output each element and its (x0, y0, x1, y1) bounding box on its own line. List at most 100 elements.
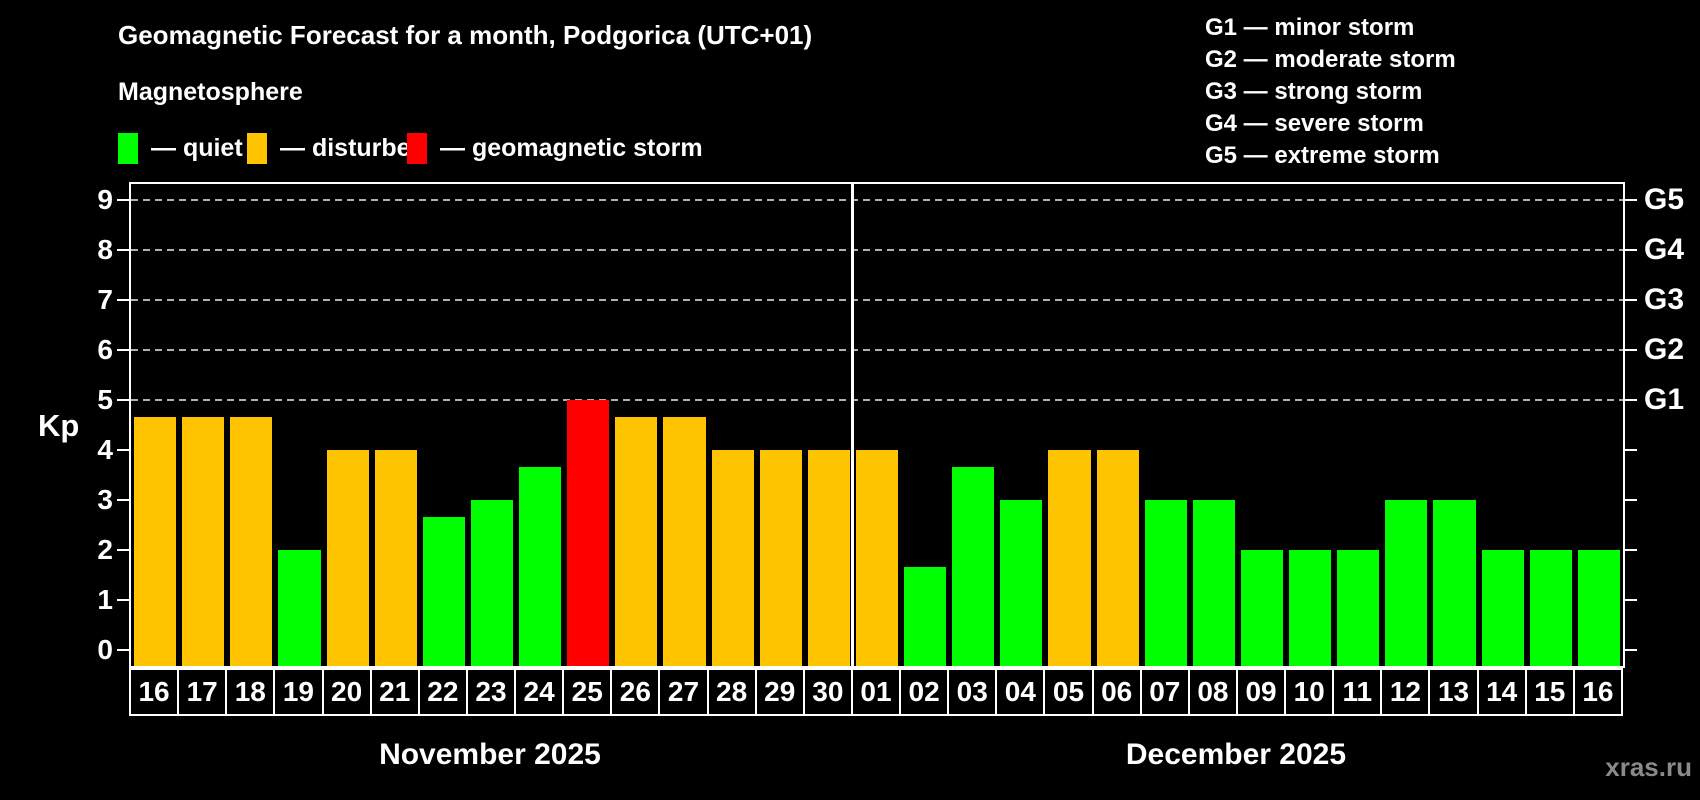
kp-bar-day-09 (1240, 550, 1284, 666)
kp-bar-day-25 (567, 400, 610, 666)
kp-bar-day-15 (1529, 550, 1572, 666)
watermark: xras.ru (1605, 752, 1692, 782)
g-level-label-g5: G5 (1644, 183, 1685, 216)
day-label-box: 17 (177, 668, 226, 716)
legend-item-storm: — geomagnetic storm (407, 133, 703, 164)
kp-bar-day-23 (470, 500, 514, 666)
kp-bar-day-20 (326, 450, 369, 666)
kp-bar-day-28 (711, 450, 754, 666)
right-axis-tick-3 (1625, 499, 1637, 501)
chart-title: Geomagnetic Forecast for a month, Podgor… (118, 20, 813, 50)
left-axis-tick-5 (117, 399, 129, 401)
kp-bar-day-08 (1192, 500, 1235, 666)
kp-bar-day-27 (663, 416, 706, 666)
y-tick-label-0: 0 (97, 634, 113, 665)
day-label-box: 05 (1043, 668, 1092, 716)
day-label-box: 26 (610, 668, 659, 716)
right-axis-tick-8 (1625, 249, 1637, 251)
day-label-box: 24 (514, 668, 563, 716)
month-label-december: December 2025 (1125, 738, 1347, 771)
day-label-box: 14 (1476, 668, 1525, 716)
y-tick-label-2: 2 (97, 534, 113, 565)
kp-bar-day-02 (904, 566, 947, 666)
day-label-box: 25 (562, 668, 611, 716)
kp-bar-day-07 (1144, 500, 1187, 666)
kp-bar-day-22 (422, 516, 465, 666)
gridline-kp5 (131, 399, 1623, 401)
day-label-box: 21 (369, 668, 418, 716)
right-axis-tick-9 (1625, 199, 1637, 201)
y-tick-label-5: 5 (97, 384, 113, 415)
day-label-box: 13 (1428, 668, 1477, 716)
y-tick-label-1: 1 (97, 584, 113, 615)
g-scale-legend: G1 — minor storm G2 — moderate storm G3 … (1205, 12, 1456, 172)
storm-color-swatch (407, 133, 427, 164)
day-label-box: 09 (1235, 668, 1285, 716)
kp-bar-day-12 (1385, 500, 1428, 666)
day-label-box: 10 (1284, 668, 1333, 716)
kp-bar-day-16 (134, 416, 177, 666)
day-label-box: 16 (1572, 668, 1623, 716)
y-tick-label-7: 7 (97, 284, 113, 315)
kp-bar-day-29 (759, 450, 802, 666)
gridline-kp8 (131, 249, 1623, 251)
kp-bar-day-03 (952, 466, 995, 666)
y-axis-label: Kp (38, 408, 80, 443)
left-axis-tick-0 (117, 649, 129, 651)
y-tick-label-8: 8 (97, 234, 113, 265)
day-label-box: 08 (1187, 668, 1236, 716)
y-tick-label-3: 3 (97, 484, 113, 515)
month-label-november: November 2025 (379, 738, 601, 771)
left-axis-tick-2 (117, 549, 129, 551)
g-level-label-g1: G1 (1644, 383, 1685, 416)
kp-bar-day-05 (1048, 450, 1091, 666)
left-axis-tick-9 (117, 199, 129, 201)
legend-label-disturbed: — disturbed (280, 134, 426, 162)
day-label-box: 16 (129, 668, 178, 716)
right-axis-tick-5 (1625, 399, 1637, 401)
gridline-kp6 (131, 349, 1623, 351)
g-level-label-g2: G2 (1644, 333, 1685, 366)
kp-bar-day-04 (1000, 500, 1043, 666)
kp-bar-day-06 (1096, 450, 1139, 666)
kp-bar-day-21 (374, 450, 417, 666)
right-axis-tick-7 (1625, 299, 1637, 301)
plot-area (129, 182, 1625, 668)
kp-bar-day-18 (230, 416, 273, 666)
legend-item-disturbed: — disturbed (247, 133, 426, 164)
left-axis-tick-8 (117, 249, 129, 251)
g3-legend-line: G3 — strong storm (1205, 78, 1423, 105)
kp-bar-day-26 (615, 416, 658, 666)
day-label-box: 28 (706, 668, 755, 716)
g2-legend-line: G2 — moderate storm (1205, 46, 1456, 73)
quiet-color-swatch (118, 133, 138, 164)
day-label-box: 18 (225, 668, 274, 716)
right-axis-tick-1 (1625, 599, 1637, 601)
day-label-box: 02 (899, 668, 948, 716)
y-tick-label-4: 4 (97, 434, 113, 465)
day-label-box: 04 (995, 668, 1044, 716)
left-axis-tick-6 (117, 349, 129, 351)
day-label-box: 19 (273, 668, 322, 716)
day-label-box: 07 (1139, 668, 1188, 716)
kp-bar-day-24 (519, 466, 562, 666)
left-axis-tick-7 (117, 299, 129, 301)
left-axis-tick-1 (117, 599, 129, 601)
day-label-box: 27 (658, 668, 707, 716)
y-tick-label-9: 9 (97, 184, 113, 215)
g-level-label-g3: G3 (1644, 283, 1685, 316)
day-label-box: 30 (802, 668, 851, 716)
y-tick-label-6: 6 (97, 334, 113, 365)
left-axis-tick-3 (117, 499, 129, 501)
kp-bar-day-19 (278, 550, 321, 666)
g1-legend-line: G1 — minor storm (1205, 14, 1415, 41)
kp-bar-day-13 (1433, 500, 1476, 666)
g-level-label-g4: G4 (1644, 233, 1685, 266)
kp-bar-day-30 (807, 450, 850, 666)
g4-legend-line: G4 — severe storm (1205, 110, 1424, 137)
day-label-box: 03 (947, 668, 996, 716)
kp-bar-day-10 (1289, 550, 1332, 666)
day-label-box: 22 (417, 668, 466, 716)
day-label-box: 20 (321, 668, 370, 716)
right-axis-tick-4 (1625, 449, 1637, 451)
